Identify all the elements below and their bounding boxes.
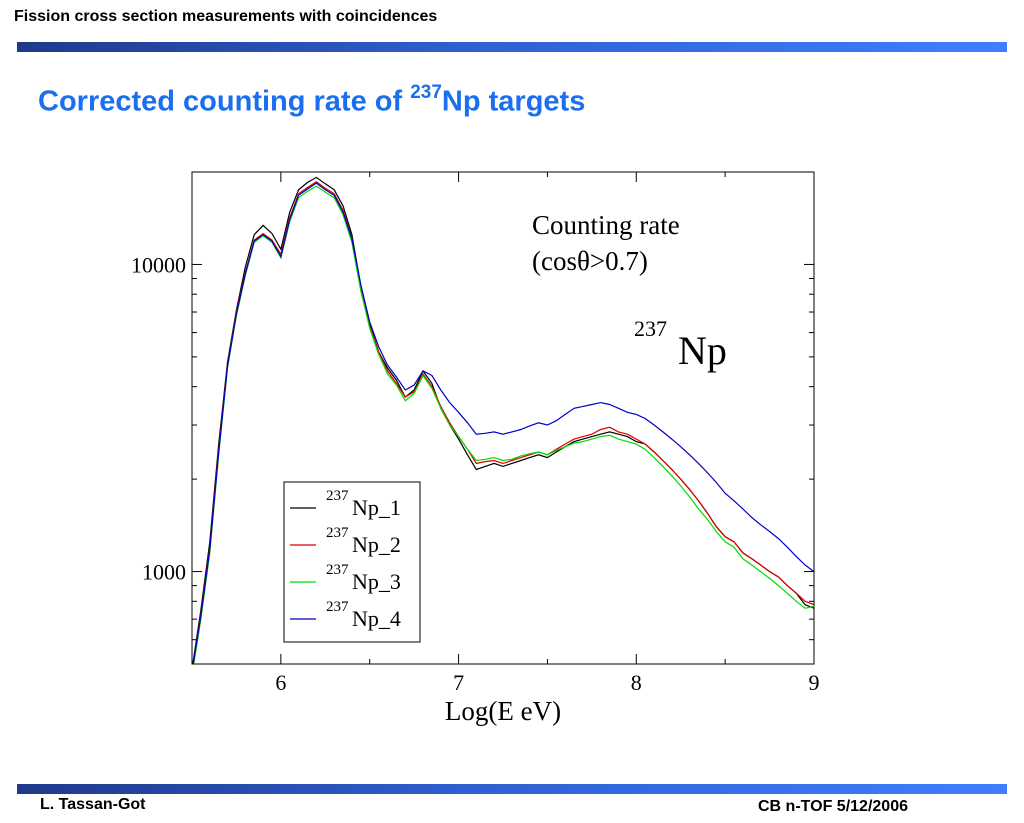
annotation-iso-sup: 237 xyxy=(634,316,667,341)
x-tick-label: 6 xyxy=(275,670,286,695)
slide-title: Corrected counting rate of 237Np targets xyxy=(38,82,586,119)
series-group xyxy=(192,176,814,664)
axis-ticks: 6 7 8 9 1000 10000 xyxy=(131,171,820,695)
bottom-accent-bar xyxy=(17,784,1007,794)
annotation-iso: Np xyxy=(678,328,727,373)
legend-label-1: Np_1 xyxy=(352,495,401,520)
legend-label-2: Np_2 xyxy=(352,532,401,557)
annotation-line1: Counting rate xyxy=(532,210,680,240)
series-line-3 xyxy=(193,185,814,664)
x-tick-label: 9 xyxy=(809,670,820,695)
footer-date: CB n-TOF 5/12/2006 xyxy=(758,798,908,815)
legend-label-3: Np_3 xyxy=(352,569,401,594)
x-axis-label: Log(E eV) xyxy=(445,696,561,726)
legend-sup-2: 237 xyxy=(326,525,349,541)
legend-box xyxy=(283,481,421,643)
slide-title-end: Np targets xyxy=(441,85,586,118)
plot-frame xyxy=(191,171,815,665)
footer-author: L. Tassan-Got xyxy=(40,796,146,813)
top-accent-bar xyxy=(17,42,1007,52)
slide-title-main: Corrected counting rate of xyxy=(38,85,411,118)
series-line-4 xyxy=(192,182,814,664)
y-tick-label: 10000 xyxy=(131,252,186,277)
legend-sup-3: 237 xyxy=(326,562,349,578)
header-title: Fission cross section measurements with … xyxy=(14,8,438,25)
x-tick-label: 7 xyxy=(453,670,464,695)
legend-sup-1: 237 xyxy=(326,488,349,504)
legend-label-4: Np_4 xyxy=(352,606,401,631)
legend-sup-4: 237 xyxy=(326,599,349,615)
annotation-line2: (cosθ>0.7) xyxy=(532,246,648,276)
y-tick-label: 1000 xyxy=(142,560,186,585)
slide-title-sup: 237 xyxy=(410,82,442,103)
x-tick-label: 8 xyxy=(631,670,642,695)
